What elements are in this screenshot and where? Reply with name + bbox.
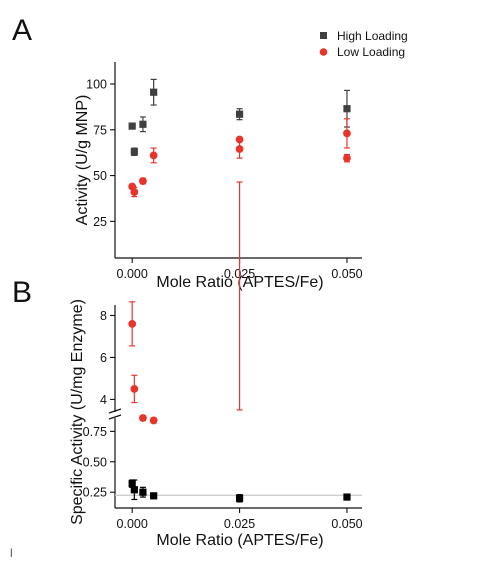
panel-b-low-loading-point xyxy=(130,385,139,393)
panel-a-marks xyxy=(128,78,351,198)
panel-b-high-loading-point xyxy=(235,494,244,502)
panel-b-low-loading-point xyxy=(149,416,158,425)
panel-b-high-loading-point xyxy=(128,480,136,488)
panel-a-letter: A xyxy=(12,14,32,47)
panel-b-high-loading-point xyxy=(139,488,147,496)
panel-a-low-loading-point xyxy=(149,151,158,160)
axis-break-stroke-lower xyxy=(108,414,122,420)
panel-b-ticks: 0.000 0.025 0.050 4 6 8 0.25 0.50 0.75 xyxy=(83,309,363,531)
panel-a-y-tick-label: 100 xyxy=(86,77,107,91)
legend-marker-high-loading xyxy=(320,32,327,39)
panel-b-low-loading-point xyxy=(235,135,244,144)
panel-b-low-loading-point xyxy=(343,129,351,138)
panel-a-y-tick-label: 75 xyxy=(93,123,107,137)
panel-b-low-loading-point xyxy=(128,319,137,328)
stray-mark: l xyxy=(10,546,13,560)
panel-b-lower-y-tick-label: 0.25 xyxy=(83,486,107,500)
panel-b-lower-y-tick-label: 0.50 xyxy=(83,455,107,469)
panel-b-high-loading-point xyxy=(150,492,158,500)
panel-b-x-tick-label: 0.000 xyxy=(117,517,148,531)
panel-a-y-tick-label: 25 xyxy=(93,215,107,229)
panel-b-x-tick-label: 0.050 xyxy=(331,517,362,531)
panel-a-high-loading-point xyxy=(343,105,351,113)
panel-a-high-loading-point xyxy=(235,110,244,118)
panel-b-letter: B xyxy=(12,276,32,309)
panel-b-upper-y-tick-label: 6 xyxy=(100,351,107,365)
panel-a-low-loading-point xyxy=(343,154,351,163)
axis-break-stroke-upper xyxy=(108,408,122,414)
panel-a-low-loading-point xyxy=(130,188,139,196)
panel-b-axis-break-mark xyxy=(108,408,122,420)
panel-a-high-loading-point xyxy=(130,148,138,156)
panel-a-high-loading-point xyxy=(128,122,136,130)
panel-b-x-axis-title: Mole Ratio (APTES/Fe) xyxy=(156,532,323,549)
panel-a-y-tick-label: 50 xyxy=(93,169,107,183)
panel-a-low-loading-point xyxy=(139,177,147,185)
panel-b-y-axis-title: Specific Activity (U/mg Enzyme) xyxy=(69,299,86,525)
panel-a-y-axis-title: Activity (U/g MNP) xyxy=(74,95,91,226)
panel-b-lower-y-tick-label: 0.75 xyxy=(83,425,107,439)
panel-b-high-loading-point xyxy=(130,486,138,494)
panel-a-legend: High Loading Low Loading xyxy=(319,29,408,59)
panel-a-high-loading-point xyxy=(139,120,147,128)
panel-b-x-tick-label: 0.025 xyxy=(224,517,255,531)
panel-a-high-loading-point xyxy=(150,88,158,96)
legend-label-low-loading: Low Loading xyxy=(337,45,405,59)
legend-label-high-loading: High Loading xyxy=(337,29,408,43)
panel-a-low-loading-point xyxy=(235,145,244,153)
legend-marker-low-loading xyxy=(319,48,328,56)
panel-b-high-loading-point xyxy=(343,493,351,501)
panel-a-x-tick-label: 0.000 xyxy=(117,267,148,281)
panel-b-upper-y-tick-label: 8 xyxy=(100,309,107,323)
panel-b-low-loading-point xyxy=(139,414,147,422)
panel-b-upper-y-tick-label: 4 xyxy=(100,393,107,407)
panel-a-x-tick-label: 0.050 xyxy=(331,267,362,281)
panel-b-marks xyxy=(128,118,351,503)
